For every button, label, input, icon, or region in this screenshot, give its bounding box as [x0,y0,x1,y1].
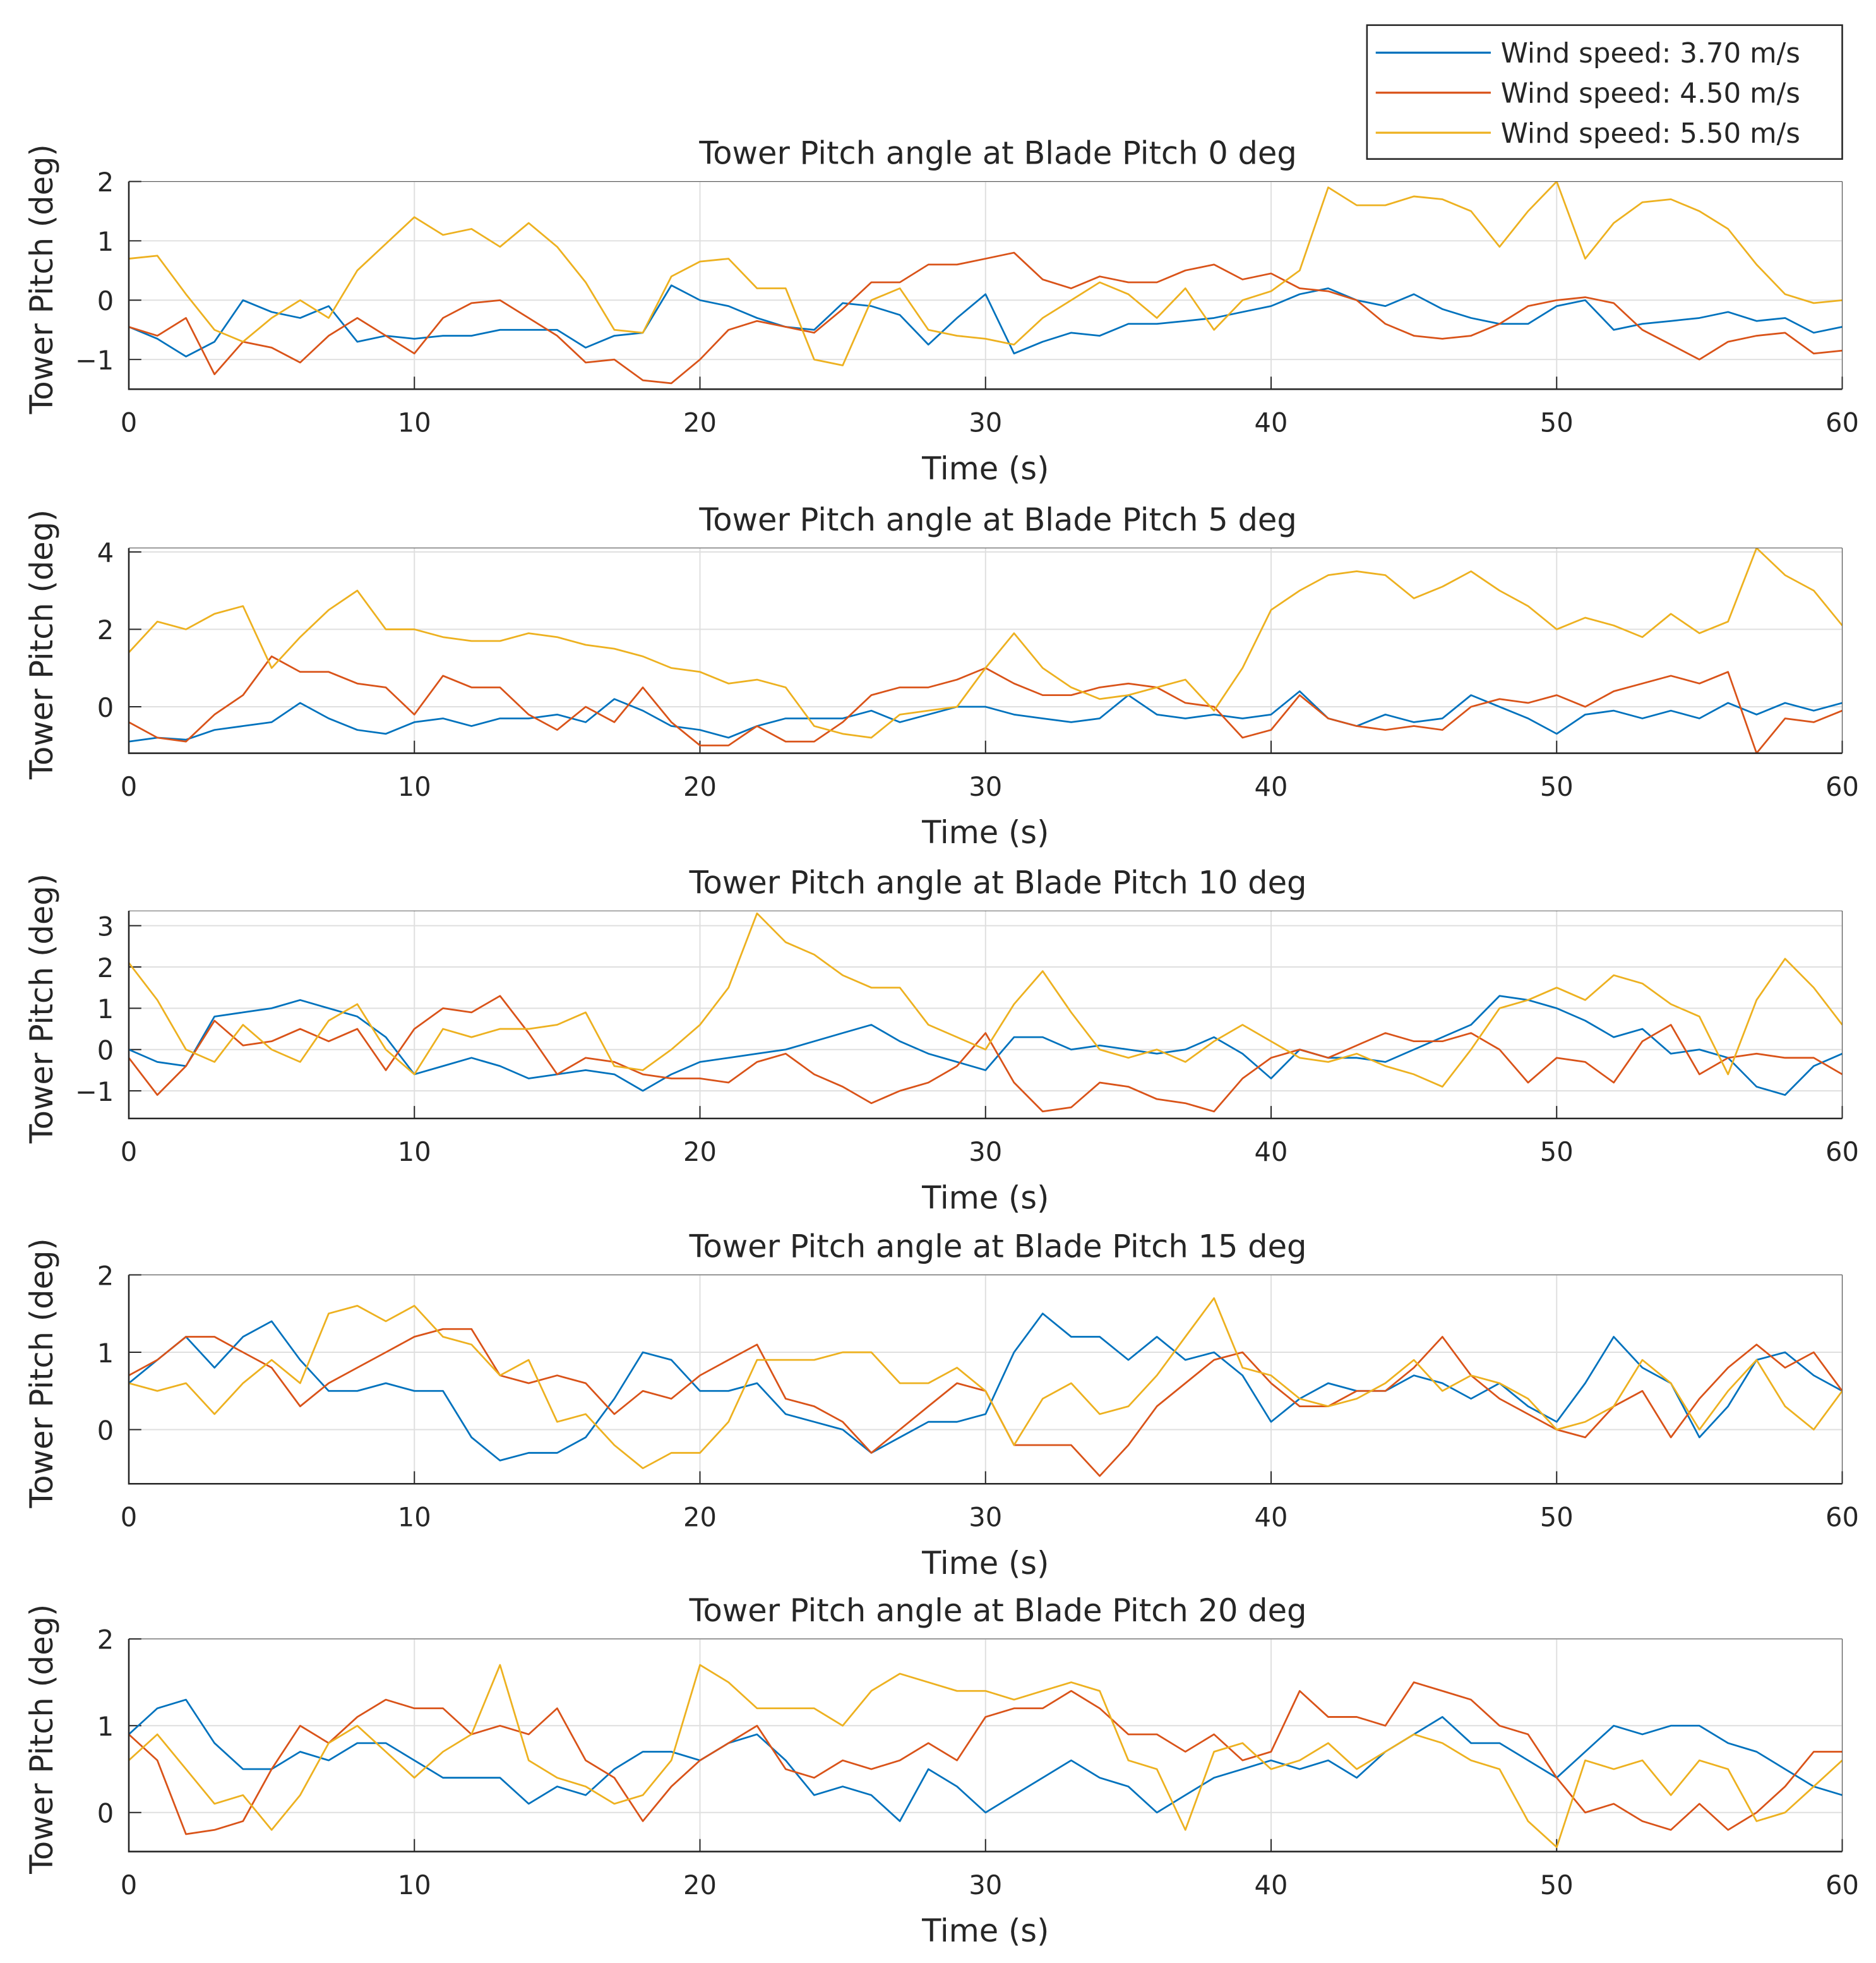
x-axis-label: Time (s) [921,450,1049,487]
x-axis-label: Time (s) [921,814,1049,851]
legend-label-5.50: Wind speed: 5.50 m/s [1501,118,1800,150]
x-tick-label: 0 [121,1870,137,1900]
series-line-3.70-ms [129,1312,1843,1462]
legend: Wind speed: 3.70 m/s Wind speed: 4.50 m/… [1366,24,1843,160]
x-tick-label: 50 [1540,1502,1574,1533]
series-line-4.50-ms [129,251,1843,385]
series-line-3.70-ms [129,690,1843,743]
x-tick-label: 20 [683,1870,717,1900]
axes-frame [128,1638,1843,1852]
y-axis-label: Tower Pitch (deg) [23,144,60,414]
series-line-5.50-ms [129,181,1843,366]
subplot-title: Tower Pitch angle at Blade Pitch 15 deg [689,1228,1307,1265]
series-line-5.50-ms [129,548,1843,739]
x-tick-label: 0 [121,1136,137,1167]
subplot-1: 0 10 20 30 40 50 60 0 2 4 Tower Pitch angle at Bla… [23,501,1859,851]
x-tick-label: 60 [1825,771,1859,802]
x-tick-label: 10 [398,407,431,438]
y-tick-label: 0 [97,1798,114,1829]
x-tick-label: 40 [1255,1136,1288,1167]
series-line-4.50-ms [129,1681,1843,1835]
x-tick-label: 0 [121,1502,137,1533]
x-axis-label: Time (s) [921,1179,1049,1216]
y-tick-label: 0 [97,692,114,723]
x-tick-label: 20 [683,407,717,438]
legend-label-4.50: Wind speed: 4.50 m/s [1501,78,1800,110]
x-tick-label: 40 [1255,1502,1288,1533]
x-axis-label: Time (s) [921,1545,1049,1582]
y-tick-label: 3 [97,911,114,942]
x-tick-label: 30 [969,1136,1002,1167]
y-tick-label: −1 [75,1076,114,1107]
x-tick-label: 20 [683,1136,717,1167]
axes-frame [128,548,1843,754]
y-tick-label: 2 [97,615,114,645]
axes-frame [128,181,1843,390]
x-tick-label: 20 [683,1502,717,1533]
x-tick-label: 50 [1540,1870,1574,1900]
x-tick-label: 10 [398,1136,431,1167]
x-axis-label: Time (s) [921,1912,1049,1949]
y-tick-label: 4 [97,537,114,568]
x-tick-label: 40 [1255,1870,1288,1900]
y-tick-label: 2 [97,1624,114,1655]
subplot-4: 0 10 20 30 40 50 60 0 1 2 Tower Pitch angle at Bla… [23,1592,1859,1949]
x-tick-label: 0 [121,407,137,438]
x-tick-label: 40 [1255,407,1288,438]
y-tick-label: 1 [97,1338,114,1369]
x-tick-label: 60 [1825,407,1859,438]
x-tick-label: 30 [969,1870,1002,1900]
x-tick-label: 50 [1540,771,1574,802]
x-tick-label: 20 [683,771,717,802]
y-tick-label: −1 [75,345,114,376]
x-tick-label: 50 [1540,407,1574,438]
y-tick-label: 1 [97,226,114,257]
legend-label-3.70: Wind speed: 3.70 m/s [1501,38,1800,69]
y-tick-label: 0 [97,285,114,316]
subplot-title: Tower Pitch angle at Blade Pitch 0 deg [698,135,1296,172]
y-axis-label: Tower Pitch (deg) [23,1604,60,1875]
x-tick-label: 0 [121,771,137,802]
x-tick-label: 60 [1825,1136,1859,1167]
y-tick-label: 1 [97,1711,114,1742]
x-tick-label: 60 [1825,1870,1859,1900]
subplot-title: Tower Pitch angle at Blade Pitch 5 deg [698,501,1296,538]
y-tick-label: 0 [97,1035,114,1066]
y-axis-label: Tower Pitch (deg) [23,1238,60,1508]
x-tick-label: 40 [1255,771,1288,802]
x-tick-label: 50 [1540,1136,1574,1167]
x-tick-label: 30 [969,407,1002,438]
subplot-title: Tower Pitch angle at Blade Pitch 20 deg [689,1592,1307,1629]
x-tick-label: 10 [398,1870,431,1900]
series-line-5.50-ms [129,1297,1843,1470]
x-tick-label: 60 [1825,1502,1859,1533]
subplot-title: Tower Pitch angle at Blade Pitch 10 deg [689,864,1307,901]
series-line-5.50-ms [129,1664,1843,1849]
axes-frame [128,1275,1843,1485]
x-tick-label: 10 [398,1502,431,1533]
x-tick-label: 30 [969,771,1002,802]
y-tick-label: 1 [97,994,114,1024]
y-axis-label: Tower Pitch (deg) [23,510,60,780]
axes-frame [128,911,1843,1120]
series-line-5.50-ms [129,912,1843,1088]
y-tick-label: 2 [97,167,114,198]
y-tick-label: 2 [97,952,114,983]
series-line-4.50-ms [129,995,1843,1113]
series-line-3.70-ms [129,284,1843,357]
y-axis-label: Tower Pitch (deg) [23,873,60,1144]
subplot-3: 0 10 20 30 40 50 60 0 1 2 Tower Pitch angle at Bla… [23,1228,1859,1582]
y-tick-label: 2 [97,1260,114,1291]
x-tick-label: 10 [398,771,431,802]
y-tick-label: 0 [97,1415,114,1446]
x-tick-label: 30 [969,1502,1002,1533]
